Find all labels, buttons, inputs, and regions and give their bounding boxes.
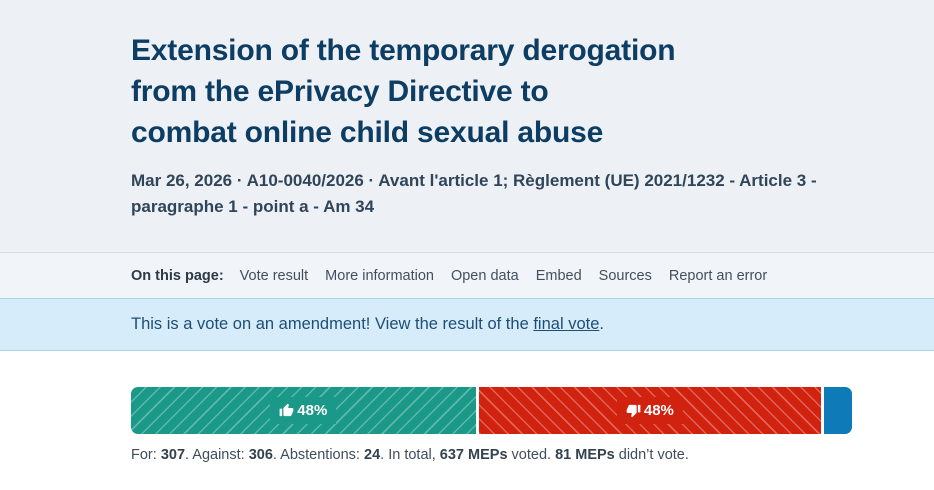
page-title-line-3: combat online child sexual abuse [131, 116, 604, 149]
page-title: Extension of the temporary derogation fr… [131, 30, 854, 153]
nav-link-report-an-error[interactable]: Report an error [668, 267, 768, 284]
stats-voted-label: voted. [507, 447, 556, 463]
nav-link-embed[interactable]: Embed [535, 267, 582, 284]
stats-for-label: For: [131, 447, 161, 463]
thumbs-down-icon [626, 404, 641, 418]
stats-total-label: . In total, [380, 447, 440, 463]
nav-link-more-information[interactable]: More information [325, 267, 434, 284]
amendment-banner: This is a vote on an amendment! View the… [0, 298, 934, 351]
nav-link-vote-result[interactable]: Vote result [239, 267, 309, 284]
against-percentage-label: 48% [616, 397, 683, 424]
stats-against-value: 306 [248, 447, 273, 463]
final-vote-link[interactable]: final vote [533, 315, 600, 333]
for-percent-value: 48% [297, 402, 328, 419]
on-this-page-nav: On this page: Vote result More informati… [0, 253, 934, 298]
page-title-line-2: from the ePrivacy Directive to [131, 75, 549, 108]
banner-text-before: This is a vote on an amendment! View the… [131, 315, 534, 333]
stats-abstentions-label: . Abstentions: [272, 447, 364, 463]
nav-link-open-data[interactable]: Open data [450, 267, 519, 284]
nav-link-sources[interactable]: Sources [598, 267, 652, 284]
vote-bar-for: 48% [131, 387, 476, 434]
stats-for-value: 307 [160, 447, 186, 463]
banner-text-after: . [599, 315, 604, 333]
vote-stats: For: 307. Against: 306. Abstentions: 24.… [131, 445, 934, 465]
stats-abstentions-value: 24 [364, 447, 381, 463]
page-title-line-1: Extension of the temporary derogation [131, 34, 676, 67]
vote-result-section: 48% 48% For: 307. Against: 306. Abstenti… [0, 351, 934, 465]
stats-novote-value: 81 MEPs [555, 447, 615, 463]
vote-bar-abstentions [824, 387, 852, 434]
page-header: Extension of the temporary derogation fr… [0, 0, 934, 253]
stats-total-value: 637 MEPs [439, 447, 508, 463]
banner-text: This is a vote on an amendment! View the… [131, 315, 604, 334]
on-this-page-label: On this page: [131, 267, 224, 284]
for-percentage-label: 48% [270, 397, 337, 424]
page-subtitle: Mar 26, 2026 · A10-0040/2026 · Avant l'a… [131, 171, 817, 216]
vote-result-bar: 48% 48% [131, 387, 852, 434]
stats-against-label: . Against: [185, 447, 249, 463]
thumbs-up-icon [279, 403, 294, 417]
vote-bar-against: 48% [478, 387, 822, 434]
against-percent-value: 48% [643, 402, 674, 419]
stats-novote-label: didn’t vote. [614, 447, 689, 463]
